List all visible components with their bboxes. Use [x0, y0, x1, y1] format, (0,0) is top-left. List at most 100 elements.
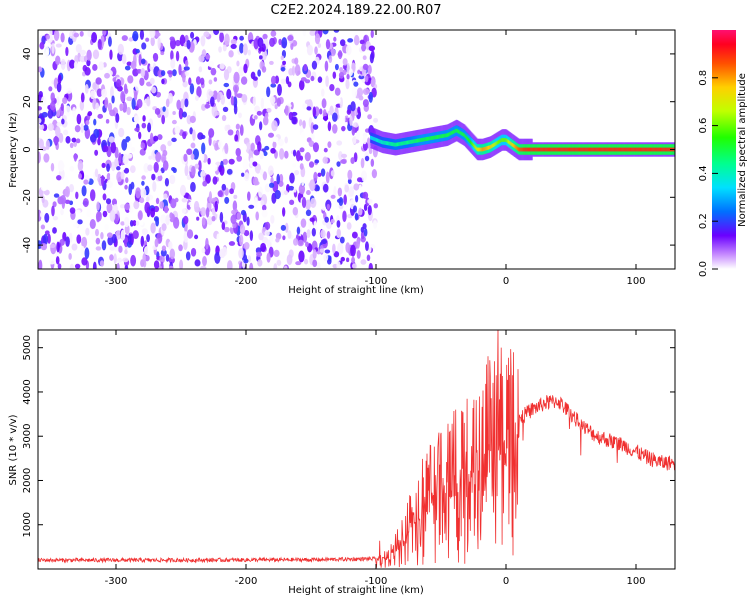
- heatmap-noise-cell: [190, 181, 196, 193]
- heatmap-noise-cell: [311, 60, 318, 70]
- heatmap-noise-cell: [74, 263, 81, 269]
- heatmap-noise-cell: [159, 254, 165, 264]
- heatmap-noise-cell: [353, 152, 358, 163]
- snr-x-tick-label: 100: [626, 576, 645, 587]
- heatmap-noise-cell: [86, 49, 92, 61]
- heatmap-noise-cell: [85, 120, 90, 126]
- heatmap-noise-cell: [57, 263, 62, 269]
- heatmap-noise-cell: [200, 134, 206, 140]
- spectrogram-x-tick-label: -100: [365, 276, 388, 287]
- spectrogram-y-tick-label: -20: [22, 189, 33, 205]
- heatmap-noise-cell: [340, 256, 346, 262]
- heatmap-signal-core: [433, 135, 436, 140]
- heatmap-noise-cell: [140, 188, 147, 198]
- heatmap-signal-core: [503, 138, 505, 142]
- heatmap-signal-core: [567, 147, 570, 152]
- heatmap-noise-cell: [346, 257, 350, 263]
- heatmap-signal-core: [432, 135, 435, 140]
- heatmap-noise-cell: [362, 99, 369, 108]
- heatmap-noise-cell: [189, 127, 193, 135]
- heatmap-noise-cell: [275, 237, 280, 243]
- heatmap-signal-core: [602, 147, 604, 152]
- heatmap-noise-cell: [261, 204, 267, 211]
- heatmap-signal-core: [656, 147, 659, 152]
- heatmap-noise-cell: [367, 64, 372, 75]
- heatmap-noise-cell: [333, 36, 337, 42]
- heatmap-signal-core: [480, 147, 482, 152]
- spectrogram-y-tick-label: 0: [22, 146, 33, 152]
- colorbar-gradient: [712, 30, 736, 269]
- heatmap-noise-cell: [102, 145, 109, 153]
- heatmap-noise-cell: [160, 70, 166, 77]
- heatmap-noise-cell: [336, 161, 341, 167]
- heatmap-noise-cell: [40, 224, 46, 230]
- heatmap-noise-cell: [191, 165, 196, 176]
- heatmap-noise-cell: [336, 228, 341, 238]
- heatmap-signal-core: [587, 147, 590, 152]
- heatmap-noise-cell: [42, 233, 49, 246]
- heatmap-noise-cell: [362, 55, 367, 61]
- heatmap-signal-core: [385, 141, 388, 145]
- heatmap-noise-cell: [309, 179, 316, 192]
- heatmap-signal-core: [402, 141, 404, 146]
- heatmap-signal-core: [375, 137, 378, 142]
- heatmap-noise-cell: [113, 253, 117, 265]
- heatmap-noise-cell: [183, 153, 188, 162]
- heatmap-signal-core: [481, 147, 483, 152]
- heatmap-noise-cell: [182, 131, 187, 140]
- heatmap-noise-cell: [304, 99, 311, 105]
- heatmap-signal-core: [613, 147, 615, 152]
- heatmap-noise-cell: [243, 229, 250, 237]
- heatmap-signal-core: [580, 147, 583, 152]
- heatmap-noise-cell: [126, 96, 133, 102]
- heatmap-signal-core: [578, 147, 581, 152]
- heatmap-noise-cell: [270, 75, 277, 85]
- spectrogram-ylabel: Frequency (Hz): [8, 112, 19, 188]
- heatmap-noise-cell: [302, 30, 307, 37]
- heatmap-signal-core: [629, 147, 632, 152]
- heatmap-signal-core: [624, 147, 626, 152]
- heatmap-noise-cell: [269, 37, 276, 47]
- heatmap-noise-cell: [52, 201, 57, 208]
- heatmap-noise-cell: [336, 140, 343, 146]
- heatmap-noise-cell: [367, 204, 372, 216]
- heatmap-noise-cell: [252, 96, 257, 106]
- heatmap-signal-core: [614, 147, 617, 152]
- heatmap-signal-core: [625, 147, 628, 152]
- heatmap-noise-cell: [38, 106, 43, 111]
- heatmap-noise-cell: [159, 201, 165, 209]
- snr-y-tick-label: 5000: [22, 335, 33, 360]
- heatmap-noise-cell: [337, 187, 343, 197]
- heatmap-noise-cell: [270, 30, 277, 37]
- heatmap-noise-cell: [99, 260, 105, 267]
- heatmap-signal-core: [554, 147, 557, 152]
- heatmap-noise-cell: [269, 182, 275, 188]
- heatmap-signal-core: [422, 137, 425, 142]
- heatmap-noise-cell: [330, 48, 336, 57]
- heatmap-noise-cell: [282, 207, 286, 217]
- heatmap-noise-cell: [71, 243, 78, 251]
- heatmap-noise-cell: [119, 204, 126, 209]
- heatmap-noise-cell: [113, 131, 118, 138]
- heatmap-signal-core: [543, 147, 545, 152]
- heatmap-noise-cell: [373, 203, 379, 209]
- heatmap-noise-cell: [243, 63, 248, 74]
- heatmap-noise-cell: [121, 35, 128, 41]
- heatmap-noise-cell: [50, 162, 55, 172]
- heatmap-noise-cell: [353, 34, 360, 46]
- heatmap-noise-cell: [325, 221, 332, 230]
- heatmap-noise-cell: [139, 30, 145, 40]
- heatmap-noise-cell: [253, 38, 259, 50]
- heatmap-signal-core: [423, 137, 426, 142]
- heatmap-noise-cell: [97, 137, 101, 146]
- heatmap-noise-cell: [234, 86, 238, 98]
- heatmap-noise-cell: [220, 94, 226, 105]
- heatmap-noise-cell: [230, 95, 235, 106]
- heatmap-noise-cell: [221, 183, 227, 191]
- heatmap-noise-cell: [200, 207, 207, 217]
- heatmap-signal-core: [639, 147, 642, 152]
- heatmap-noise-cell: [168, 241, 173, 250]
- heatmap-noise-cell: [239, 42, 244, 54]
- heatmap-noise-cell: [120, 171, 125, 180]
